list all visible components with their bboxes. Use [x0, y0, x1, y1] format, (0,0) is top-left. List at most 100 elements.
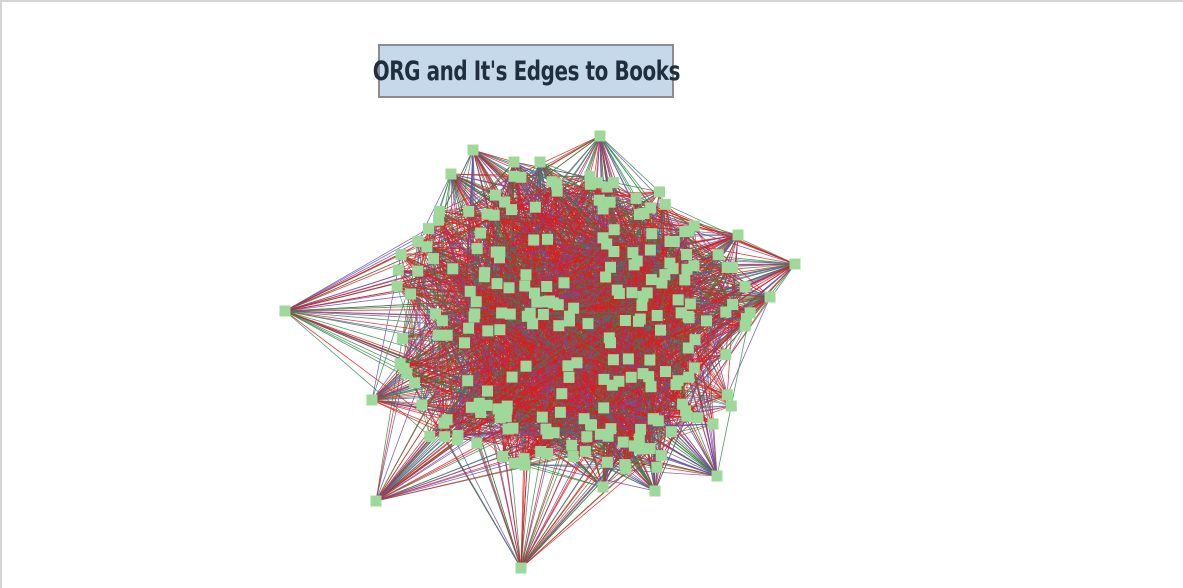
graph-node — [433, 214, 445, 226]
graph-node — [409, 377, 421, 389]
graph-node — [619, 459, 631, 471]
graph-node — [499, 196, 511, 208]
graph-node — [675, 307, 687, 319]
chart-title: ORG and It's Edges to Books — [372, 55, 680, 87]
graph-edge — [602, 455, 662, 488]
graph-node — [542, 448, 554, 459]
graph-edge — [444, 412, 481, 438]
graph-node — [707, 418, 719, 430]
graph-node — [397, 333, 409, 344]
graph-node — [520, 269, 532, 281]
graph-edge — [523, 342, 611, 459]
graph-node — [605, 423, 617, 435]
graph-node — [482, 325, 494, 337]
graph-node — [500, 411, 512, 423]
graph-node — [634, 443, 645, 455]
graph-edge — [414, 276, 606, 384]
graph-node — [475, 406, 487, 418]
graph-edge — [435, 176, 591, 315]
graph-node — [665, 426, 677, 438]
graph-node — [566, 439, 578, 451]
graph-node — [681, 263, 693, 275]
graph-node — [520, 360, 532, 372]
graph-node — [494, 324, 506, 336]
graph-edge — [524, 464, 657, 468]
graph-node — [721, 389, 733, 401]
graph-node — [541, 281, 553, 292]
graph-edge — [693, 265, 728, 268]
graph-node — [720, 349, 732, 361]
graph-node — [597, 203, 609, 215]
graph-node — [578, 413, 590, 425]
graph-node — [463, 205, 475, 217]
graph-node — [608, 246, 620, 257]
graph-edge — [660, 286, 746, 331]
graph-node — [727, 299, 739, 310]
graph-node — [582, 318, 594, 330]
graph-node — [563, 371, 575, 383]
graph-node — [644, 443, 656, 455]
graph-edge — [610, 267, 733, 344]
graph-node — [501, 403, 513, 415]
graph-node — [478, 271, 490, 283]
graph-edge — [499, 200, 600, 330]
graph-edge — [468, 176, 590, 212]
graph-node — [554, 406, 566, 418]
graph-node — [370, 495, 382, 507]
graph-node — [604, 196, 616, 208]
title-box: ORG and It's Edges to Books — [372, 44, 680, 98]
graph-node — [645, 274, 657, 286]
graph-node — [602, 430, 614, 442]
graph-edge — [639, 312, 682, 450]
graph-node — [536, 411, 548, 423]
graph-edge — [506, 299, 679, 407]
graph-edge — [525, 243, 607, 276]
graph-node — [711, 470, 723, 482]
graph-node — [613, 288, 625, 299]
graph-edge — [535, 206, 679, 381]
graph-node — [656, 277, 668, 289]
graph-node — [617, 436, 629, 448]
graph-node — [405, 288, 417, 300]
graph-node — [401, 367, 413, 379]
graph-edge — [533, 240, 549, 434]
frame-top-border — [0, 0, 1183, 2]
graph-node — [677, 398, 689, 410]
graph-edge — [716, 312, 751, 477]
graph-node — [467, 144, 479, 156]
graph-node — [496, 307, 508, 319]
graph-node — [528, 234, 540, 246]
graph-node — [633, 315, 644, 327]
graph-edge — [607, 423, 714, 463]
graph-node — [519, 280, 531, 292]
graph-edge — [543, 207, 651, 315]
graph-node — [630, 192, 642, 204]
graph-node — [683, 371, 695, 383]
graph-edge — [529, 313, 640, 450]
graph-node — [506, 204, 517, 216]
graph-node — [601, 456, 613, 468]
graph-edge — [417, 271, 445, 437]
graph-node — [679, 274, 691, 286]
graph-edge — [617, 274, 665, 291]
graph-edge — [674, 241, 796, 265]
graph-node — [436, 315, 448, 327]
graph-edge — [508, 249, 651, 289]
graph-edge — [371, 254, 402, 401]
graph-node — [392, 264, 404, 276]
graph-node — [649, 485, 661, 497]
graph-edge — [533, 239, 751, 314]
graph-edge — [553, 293, 620, 304]
graph-node — [527, 318, 539, 330]
graph-edge — [547, 238, 726, 313]
graph-edge — [495, 194, 685, 233]
graph-node — [494, 252, 505, 264]
graph-edge — [576, 362, 620, 382]
graph-edge — [573, 299, 679, 309]
graph-node — [428, 253, 439, 265]
graph-node — [633, 433, 645, 445]
graph-edge — [547, 417, 698, 435]
graph-edge — [414, 329, 501, 384]
graph-edge — [402, 271, 419, 339]
